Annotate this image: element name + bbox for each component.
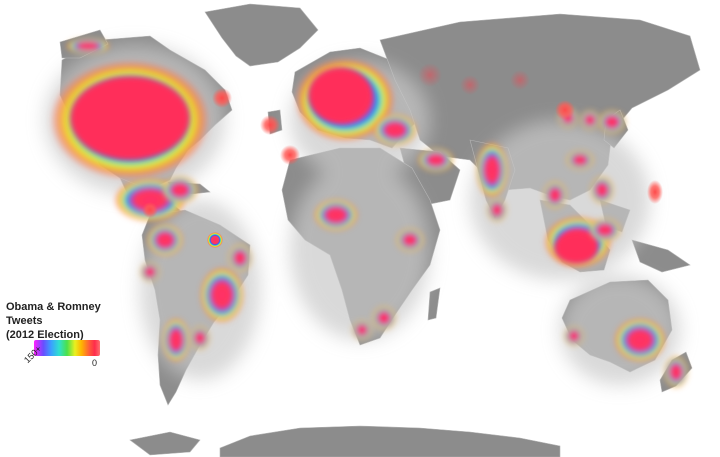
heat-dot [555, 100, 575, 120]
heat-india-south [487, 198, 507, 222]
heat-australia-east [614, 318, 666, 362]
heat-borneo [589, 218, 621, 242]
map-legend: Obama & Romney Tweets (2012 Election) 15… [6, 300, 136, 380]
heat-south-africa [372, 306, 396, 330]
heat-australia-west [564, 326, 584, 346]
heat-colombia [147, 224, 183, 256]
legend-color-scale [34, 340, 100, 356]
heat-usa-core [70, 76, 190, 160]
heat-dot [647, 180, 663, 204]
heat-europe-core [308, 67, 372, 123]
heat-mideast [418, 148, 454, 172]
heat-nz [664, 356, 688, 388]
heat-dot [510, 70, 530, 90]
heat-brazil [200, 267, 244, 323]
heat-alaska [66, 38, 110, 54]
heat-dot [460, 75, 480, 95]
heat-peru [140, 262, 160, 282]
legend-subtitle: (2012 Election) [6, 329, 84, 341]
heat-chile [162, 318, 190, 362]
heat-dot [142, 202, 158, 218]
heat-philippines [590, 176, 614, 204]
heat-argentina [190, 326, 210, 350]
heat-west-africa [314, 199, 358, 231]
heat-japan [598, 110, 626, 134]
heat-india [476, 142, 508, 198]
heat-dot [260, 115, 280, 135]
heat-sa-west [352, 320, 372, 340]
heat-caribbean [162, 176, 198, 204]
heat-dot [212, 88, 232, 108]
heat-indonesia-core [554, 232, 598, 264]
heat-brazil-east [228, 244, 252, 272]
heat-dot [280, 145, 300, 165]
legend-title: Obama & Romney Tweets [6, 301, 101, 327]
heat-dot [207, 232, 223, 248]
heat-thailand [543, 181, 567, 209]
heat-korea [580, 110, 600, 130]
heat-turkey [373, 114, 417, 146]
tweet-heatmap [50, 38, 688, 388]
heat-dot [418, 63, 442, 87]
heat-taiwan [566, 150, 594, 170]
legend-high-label: 0 [92, 358, 98, 368]
heat-east-africa [396, 228, 424, 252]
